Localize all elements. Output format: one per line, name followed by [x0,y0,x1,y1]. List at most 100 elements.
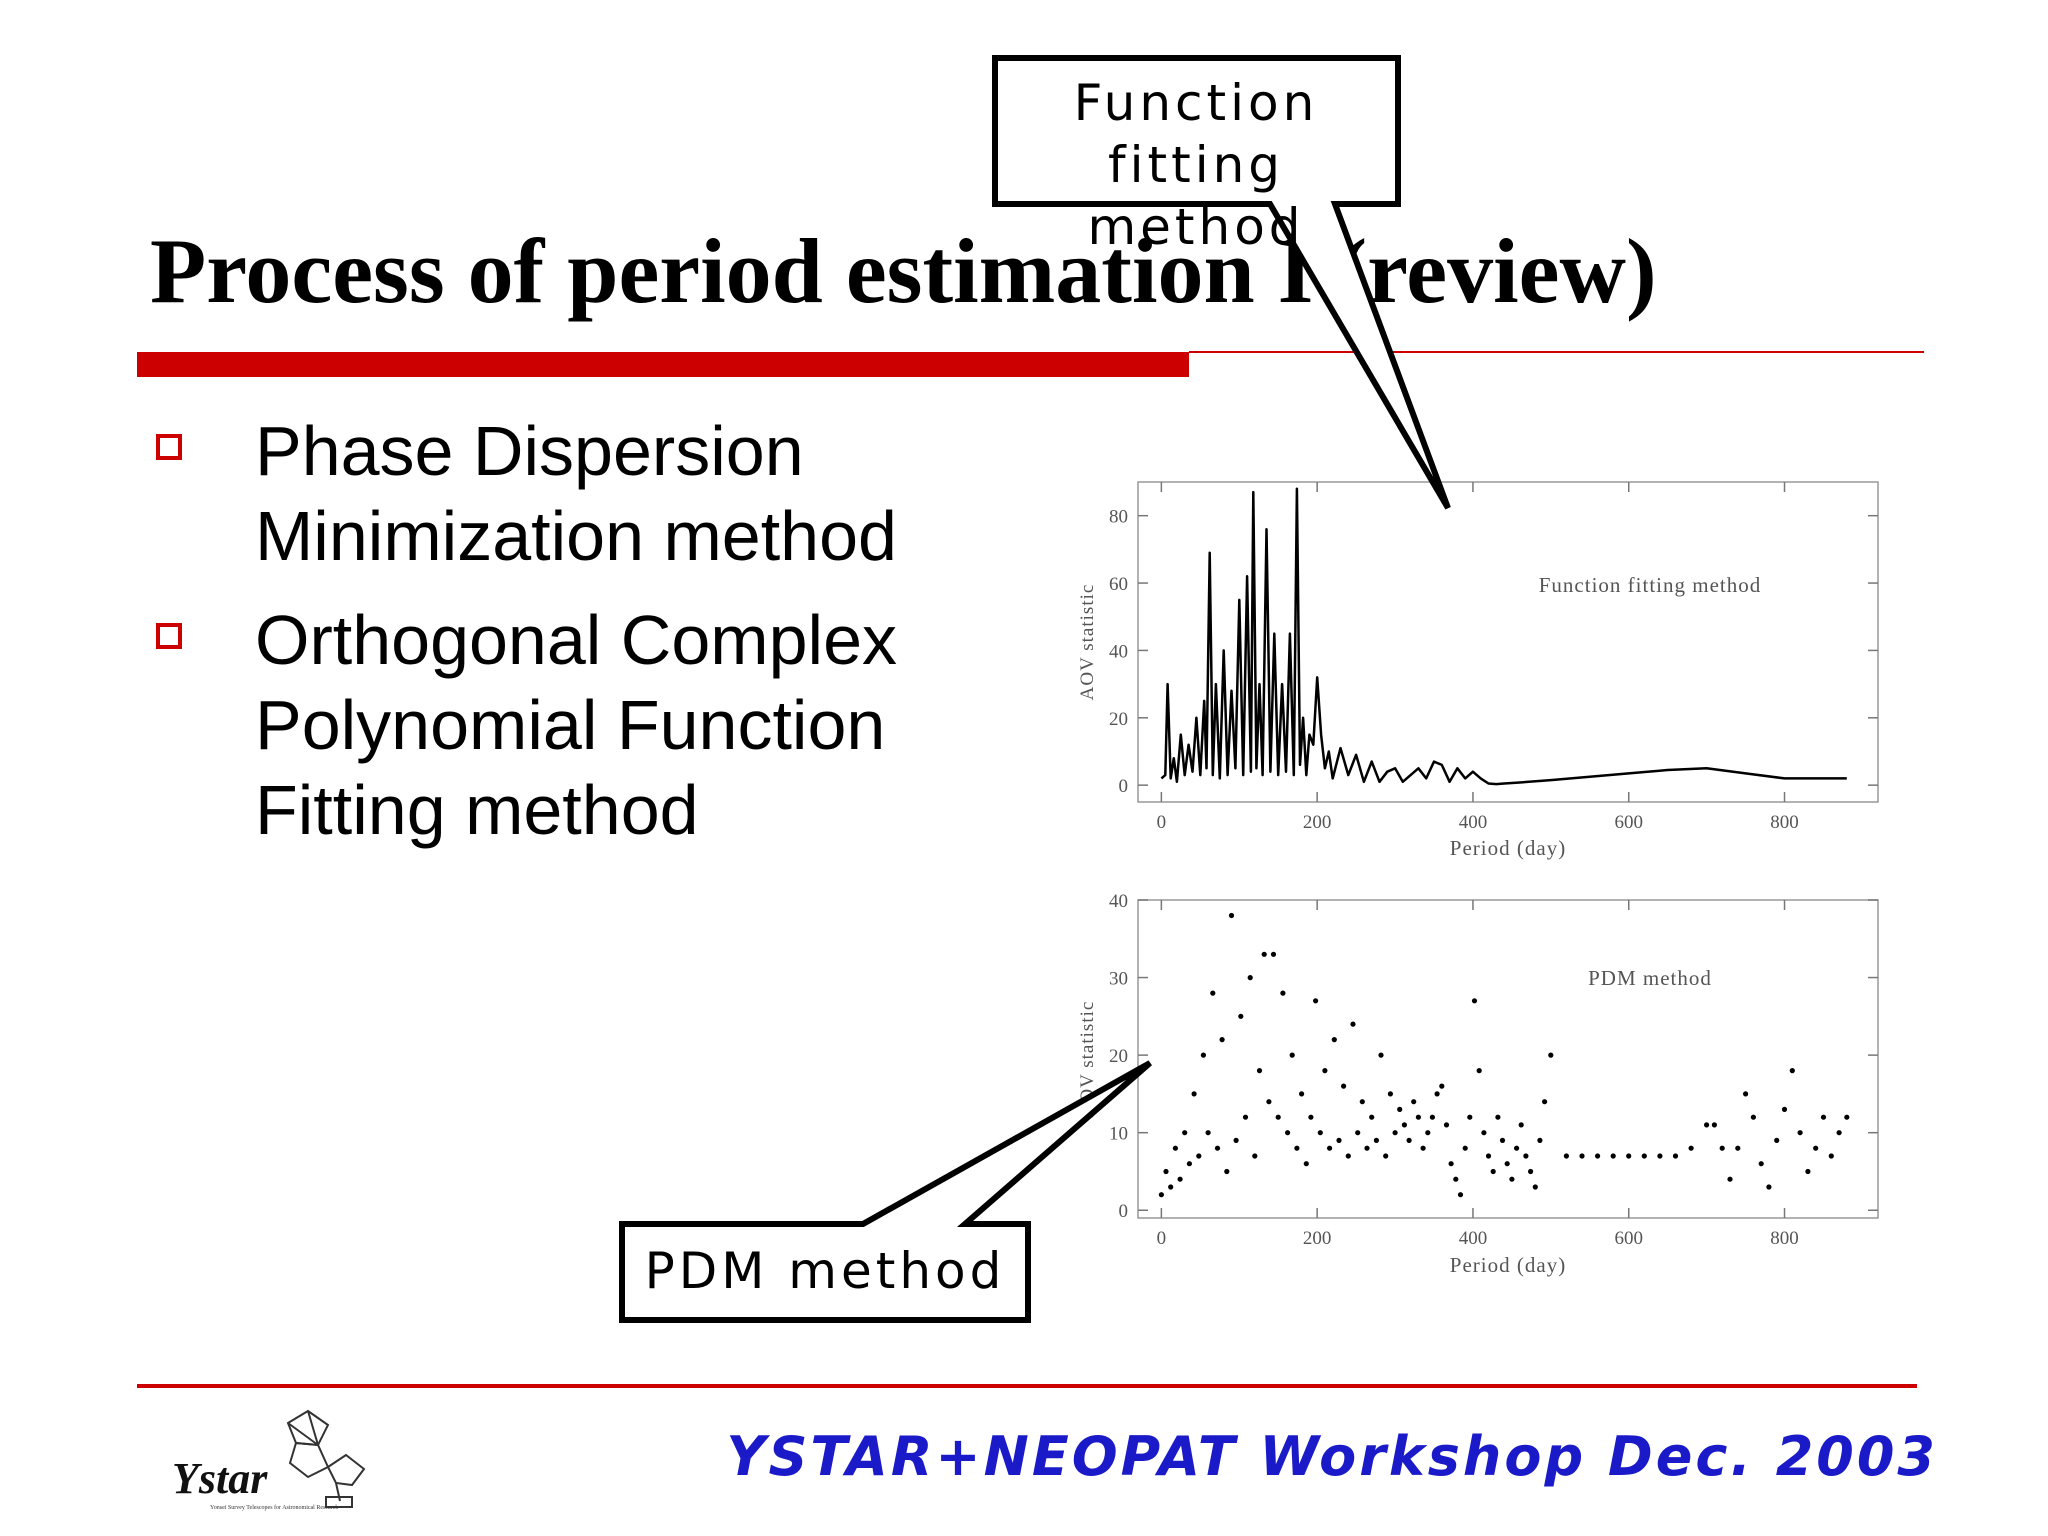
chart2-point [1406,1137,1412,1143]
chart2-point [1789,1068,1795,1074]
chart2-point [1228,912,1235,919]
chart2-point [1364,1145,1370,1151]
chart2-point [1836,1130,1842,1136]
chart2-point [1401,1122,1407,1128]
chart2-title: PDM method [1588,966,1712,990]
bullet-marker-2 [156,623,182,649]
chart2-point [1313,998,1319,1004]
chart1-ytick-label: 40 [1109,641,1128,662]
chart2-ytick-label: 30 [1109,969,1128,990]
chart2-point [1719,1145,1725,1151]
chart2-ylabel: AOV statistic [1077,1001,1098,1118]
chart2-point [1168,1184,1174,1190]
chart2-point [1275,1114,1281,1120]
chart2-point [1495,1114,1501,1120]
chart2-point [1548,1052,1554,1058]
chart2-point [1285,1130,1291,1136]
chart2-point [1481,1130,1487,1136]
chart2-point [1397,1106,1403,1112]
chart2-point [1514,1145,1520,1151]
chart2-point [1828,1153,1834,1159]
chart2-point [1504,1161,1510,1167]
chart2-point [1308,1114,1314,1120]
chart2-point [1429,1114,1435,1120]
chart1-xtick-label: 800 [1770,812,1799,833]
chart2-point [1303,1161,1309,1167]
chart2-point [1688,1145,1694,1151]
chart2-point [1439,1083,1445,1089]
page-title: Process of period estimation I (review) [150,220,1657,322]
chart2-ytick-label: 40 [1109,891,1128,912]
chart2-point [1626,1153,1632,1159]
logo-wordmark: Ystar [172,1454,268,1503]
chart2-point [1766,1184,1772,1190]
chart2-point [1238,1013,1244,1019]
chart2-point [1448,1161,1454,1167]
chart2-point [1704,1122,1710,1128]
chart2-point [1186,1161,1192,1167]
chart2-point [1200,1052,1206,1058]
chart1-ytick-label: 0 [1119,776,1129,797]
chart2-point [1289,1052,1295,1058]
chart2-point [1205,1130,1211,1136]
chart2-frame [1137,899,1879,1219]
chart2-ytick-label: 20 [1109,1046,1128,1067]
chart2-point [1537,1137,1543,1143]
chart2-point [1499,1137,1506,1143]
callout-top-line-1: Function [1074,74,1319,132]
chart2-point [1158,1192,1164,1198]
title-underline-thick [137,352,1189,377]
chart2-point [1797,1130,1803,1136]
ystar-logo: Ystar Yonsei Survey Telescopes for Astro… [168,1405,398,1515]
chart2-point [1373,1137,1379,1143]
chart2-point [1750,1114,1756,1120]
bullet-2-line-1: Orthogonal Complex [255,601,897,679]
chart2-point [1727,1176,1733,1182]
chart2-point [1563,1153,1569,1159]
chart2-point [1256,1068,1263,1074]
chart2-point [1210,990,1216,996]
chart2-point [1595,1153,1601,1159]
chart2-point [1224,1168,1230,1175]
footer-text: YSTAR+NEOPAT Workshop Dec. 2003 [726,1425,1938,1488]
chart2-point [1735,1145,1741,1151]
function-fitting-chart: Function fitting method Period (day) AOV… [1077,481,1879,860]
chart1-title: Function fitting method [1539,573,1762,597]
chart2-xtick-label: 200 [1303,1228,1332,1249]
chart2-xtick-label: 600 [1614,1228,1643,1249]
chart1-xtick-label: 600 [1614,812,1643,833]
callout-top-line-2: fitting [1108,136,1284,194]
chart1-ytick-label: 20 [1109,709,1128,730]
chart2-point [1813,1145,1819,1151]
callout-bubble-top [992,55,1451,510]
callout-bubble-bottom [619,1060,1152,1323]
chart2-point [1177,1176,1183,1182]
chart2-point [1443,1122,1450,1128]
chart1-xlabel: Period (day) [1450,836,1566,860]
chart2-point [1467,1114,1473,1120]
chart2-point [1341,1083,1347,1089]
chart2-point [1711,1122,1717,1128]
chart2-point [1294,1145,1300,1151]
chart2-point [1359,1099,1365,1105]
callout-bottom-label: PDM method [645,1242,1006,1300]
chart2-point [1252,1153,1258,1159]
chart2-point [1322,1068,1328,1074]
chart2-point [1420,1145,1426,1151]
chart2-point [1355,1130,1361,1136]
chart2-point [1758,1161,1764,1167]
chart2-xtick-label: 800 [1770,1228,1799,1249]
chart2-point [1214,1145,1221,1151]
bullet-1-line-1: Phase Dispersion [255,412,804,490]
chart2-point [1476,1068,1482,1074]
chart2-point [1542,1099,1548,1105]
chart2-point [1233,1137,1239,1143]
chart1-xtick-label: 0 [1157,812,1167,833]
chart1-ytick-label: 60 [1109,574,1128,595]
callout-top-line-3: method [1087,198,1304,256]
chart2-point [1485,1153,1492,1159]
chart2-point [1331,1037,1337,1043]
chart2-point [1247,975,1253,981]
chart2-point [1774,1137,1780,1143]
